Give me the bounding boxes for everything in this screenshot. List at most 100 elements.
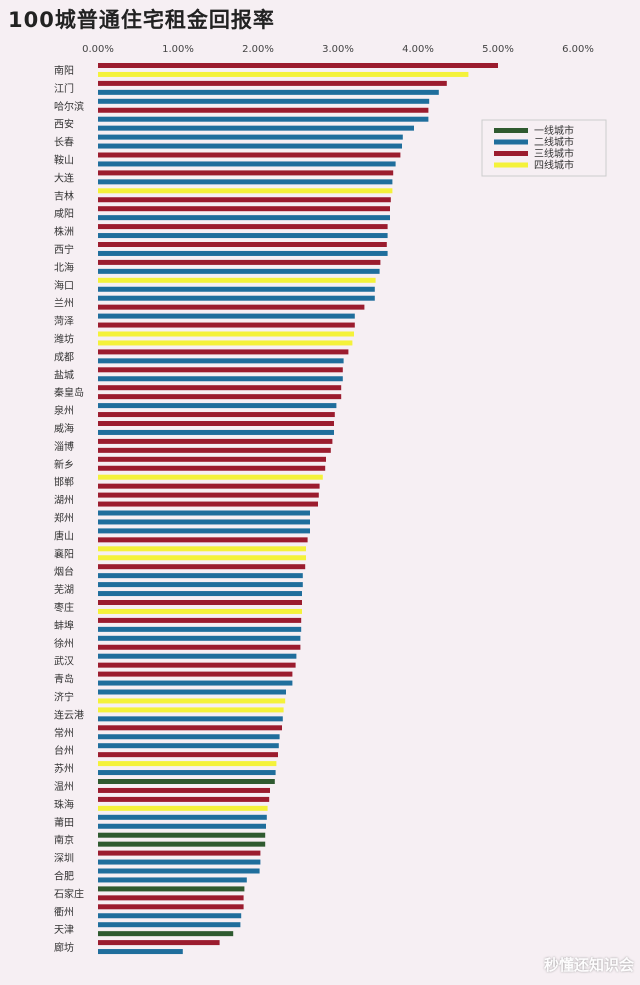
chart-title: 100城普通住宅租金回报率 [8,8,275,32]
legend-swatch [494,128,528,133]
bar [98,850,261,856]
bar [98,447,331,453]
x-tick-label: 5.00% [482,44,514,55]
bar [98,501,318,507]
bar [98,125,414,131]
category-label: 郑州 [54,511,74,524]
category-label: 邯郸 [54,476,74,489]
bar [98,725,282,731]
category-label: 台州 [54,744,74,757]
bar [98,421,334,426]
bar [98,886,245,892]
category-label: 南阳 [54,64,74,77]
bar [98,242,387,247]
bar [98,779,275,784]
bar [98,152,401,158]
bar [98,814,267,820]
bar [98,868,260,874]
x-tick-label: 3.00% [322,44,354,55]
category-label: 秦皇岛 [54,386,84,399]
bar [98,949,183,955]
bar [98,116,429,122]
category-label: 菏泽 [54,316,74,328]
bar [98,698,286,704]
bar [98,859,261,865]
bar [98,412,335,418]
category-label: 合肥 [54,869,74,882]
bar [98,80,447,86]
bar [98,206,390,212]
bar [98,250,388,256]
bar [98,796,270,802]
category-label: 威海 [54,422,74,435]
bar [98,841,266,847]
bar [98,743,279,749]
bar [98,98,430,104]
bar [98,188,393,194]
bar [98,734,280,740]
bars [98,63,498,955]
bar [98,313,355,319]
bar [98,107,429,113]
x-tick-label: 0.00% [82,44,114,55]
category-label: 珠海 [54,798,74,811]
category-label: 连云港 [54,708,84,721]
category-label: 株洲 [54,225,74,238]
category-label: 苏州 [54,762,74,775]
legend-label: 三线城市 [534,147,574,160]
bar [98,483,320,489]
category-label: 江门 [54,82,74,95]
category-label: 石家庄 [54,887,84,900]
bar [98,429,334,435]
bar [98,394,342,400]
bar [98,134,403,140]
bar [98,510,310,516]
legend-swatch [494,139,528,145]
category-label: 淄博 [54,440,74,453]
bar [98,259,381,265]
bar [98,895,244,901]
bar [98,224,388,230]
category-label: 吉林 [54,189,74,202]
category-label: 盐城 [54,368,74,381]
category-label: 廊坊 [54,941,74,954]
category-label: 西安 [54,118,74,131]
bar [98,644,301,650]
x-axis: 0.00% 1.00% 2.00% 3.00% 4.00% 5.00% 6.00% [82,44,594,55]
bar [98,295,375,301]
category-label: 唐山 [54,529,74,542]
legend-label: 四线城市 [534,159,574,172]
bar [98,662,296,668]
bar [98,215,390,221]
bar [98,322,355,328]
bar [98,617,302,623]
category-label: 鞍山 [54,153,74,166]
bar [98,546,306,552]
bar [98,385,342,391]
category-label: 新乡 [54,458,74,471]
x-tick-label: 4.00% [402,44,434,55]
bar [98,680,293,686]
category-label: 深圳 [54,853,74,865]
bar [98,626,302,632]
category-label: 烟台 [54,565,74,578]
bar [98,170,394,176]
bar [98,268,380,274]
category-label: 天津 [54,924,74,936]
bar [98,805,268,811]
legend-swatch [494,151,528,156]
watermark: 秒懂还知识会 [543,956,634,974]
x-tick-label: 6.00% [562,44,594,55]
bar [98,403,337,409]
legend-swatch [494,162,528,168]
category-label: 武汉 [54,655,74,668]
legend-label: 一线城市 [534,124,574,137]
bar [98,331,354,337]
bar [98,904,244,910]
category-label: 潍坊 [54,332,74,345]
category-label: 蚌埠 [54,619,74,632]
bar [98,752,278,758]
category-label: 咸阳 [54,208,74,220]
